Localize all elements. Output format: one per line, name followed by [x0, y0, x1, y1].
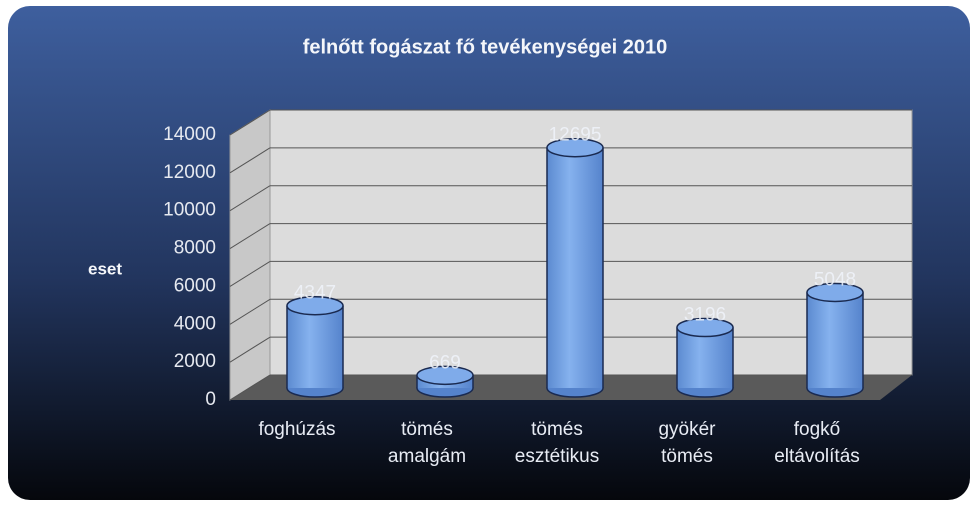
bar	[677, 327, 733, 388]
y-axis-label: eset	[88, 259, 122, 278]
bar-top	[286, 295, 344, 316]
grid-line-side	[229, 223, 271, 249]
chart-title: felnőtt fogászat fő tevékenységei 2010	[303, 36, 668, 58]
grid-line-side	[229, 261, 271, 287]
grid-line-side	[229, 374, 271, 401]
bar	[547, 147, 603, 388]
x-tick-label: tömés esztétikus	[514, 419, 600, 467]
side-wall	[229, 109, 271, 401]
value-label: 5048	[814, 269, 856, 290]
x-tick-label: foghúzás	[258, 419, 336, 440]
bar-top	[676, 317, 734, 338]
y-tick-label: 8000	[174, 238, 216, 259]
x-tick-label: gyökér tömés	[658, 419, 716, 467]
bar-top	[806, 282, 864, 303]
y-tick-label: 12000	[163, 162, 216, 183]
grid-line-side	[229, 147, 271, 174]
value-label: 669	[429, 352, 461, 373]
y-tick-label: 4000	[174, 313, 216, 334]
grid-line-side	[229, 185, 271, 212]
x-tick-label: tömés amalgám	[387, 419, 467, 467]
x-tick-label: fogkő eltávolítás	[774, 419, 860, 467]
bar-top	[546, 137, 604, 158]
y-tick-label: 6000	[174, 275, 216, 296]
value-label: 3196	[684, 305, 726, 326]
y-tick-label: 14000	[163, 124, 216, 145]
grid-line-side	[229, 298, 271, 325]
y-tick-label: 10000	[163, 200, 216, 221]
grid-line-side	[229, 109, 271, 136]
bar-top	[416, 365, 474, 386]
bar	[287, 305, 343, 388]
y-tick-label: 0	[205, 389, 216, 410]
value-label: 4347	[294, 283, 336, 304]
y-tick-label: 2000	[174, 351, 216, 372]
value-label: 12695	[549, 125, 602, 146]
grid-line-side	[229, 336, 271, 363]
bar	[807, 292, 863, 388]
